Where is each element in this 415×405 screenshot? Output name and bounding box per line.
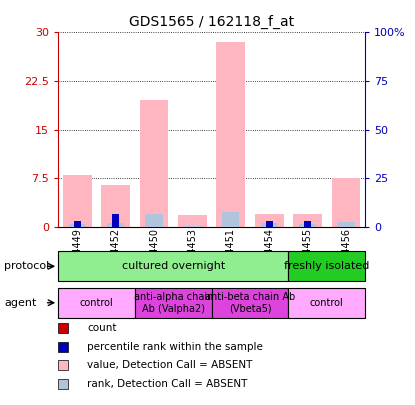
Bar <box>266 224 273 227</box>
Bar <box>299 224 316 227</box>
Bar <box>74 224 81 227</box>
Text: percentile rank within the sample: percentile rank within the sample <box>87 342 263 352</box>
Bar <box>288 251 365 281</box>
Bar <box>266 222 273 227</box>
Bar <box>112 224 119 227</box>
Text: control: control <box>310 298 344 308</box>
Bar <box>227 224 234 227</box>
Text: anti-beta chain Ab
(Vbeta5): anti-beta chain Ab (Vbeta5) <box>205 292 295 313</box>
Bar <box>68 224 86 227</box>
Text: cultured overnight: cultured overnight <box>122 261 225 271</box>
Bar <box>255 214 283 227</box>
Bar <box>184 226 201 227</box>
Bar <box>212 288 288 318</box>
Bar <box>304 221 311 227</box>
Bar <box>178 215 207 227</box>
Text: control: control <box>80 298 113 308</box>
Text: rank, Detection Call = ABSENT: rank, Detection Call = ABSENT <box>87 379 247 389</box>
Text: protocol: protocol <box>4 261 49 271</box>
Bar <box>304 224 311 227</box>
Text: freshly isolated: freshly isolated <box>284 261 369 271</box>
Bar <box>293 214 322 227</box>
Bar <box>58 251 288 281</box>
Text: value, Detection Call = ABSENT: value, Detection Call = ABSENT <box>87 360 252 370</box>
Bar <box>332 178 360 227</box>
Bar <box>140 100 168 227</box>
Bar <box>101 185 130 227</box>
Bar <box>63 175 92 227</box>
Bar <box>107 222 124 227</box>
Text: agent: agent <box>4 298 37 308</box>
Text: count: count <box>87 323 117 333</box>
Bar <box>288 288 365 318</box>
Bar <box>261 223 278 227</box>
Bar <box>74 221 81 227</box>
Bar <box>337 222 355 227</box>
Bar <box>222 212 239 227</box>
Bar <box>151 224 158 227</box>
Bar <box>58 288 135 318</box>
Bar <box>135 288 212 318</box>
Title: GDS1565 / 162118_f_at: GDS1565 / 162118_f_at <box>129 15 294 29</box>
Bar <box>145 214 163 227</box>
Text: anti-alpha chain
Ab (Valpha2): anti-alpha chain Ab (Valpha2) <box>134 292 213 313</box>
Bar <box>112 214 119 227</box>
Bar <box>217 42 245 227</box>
